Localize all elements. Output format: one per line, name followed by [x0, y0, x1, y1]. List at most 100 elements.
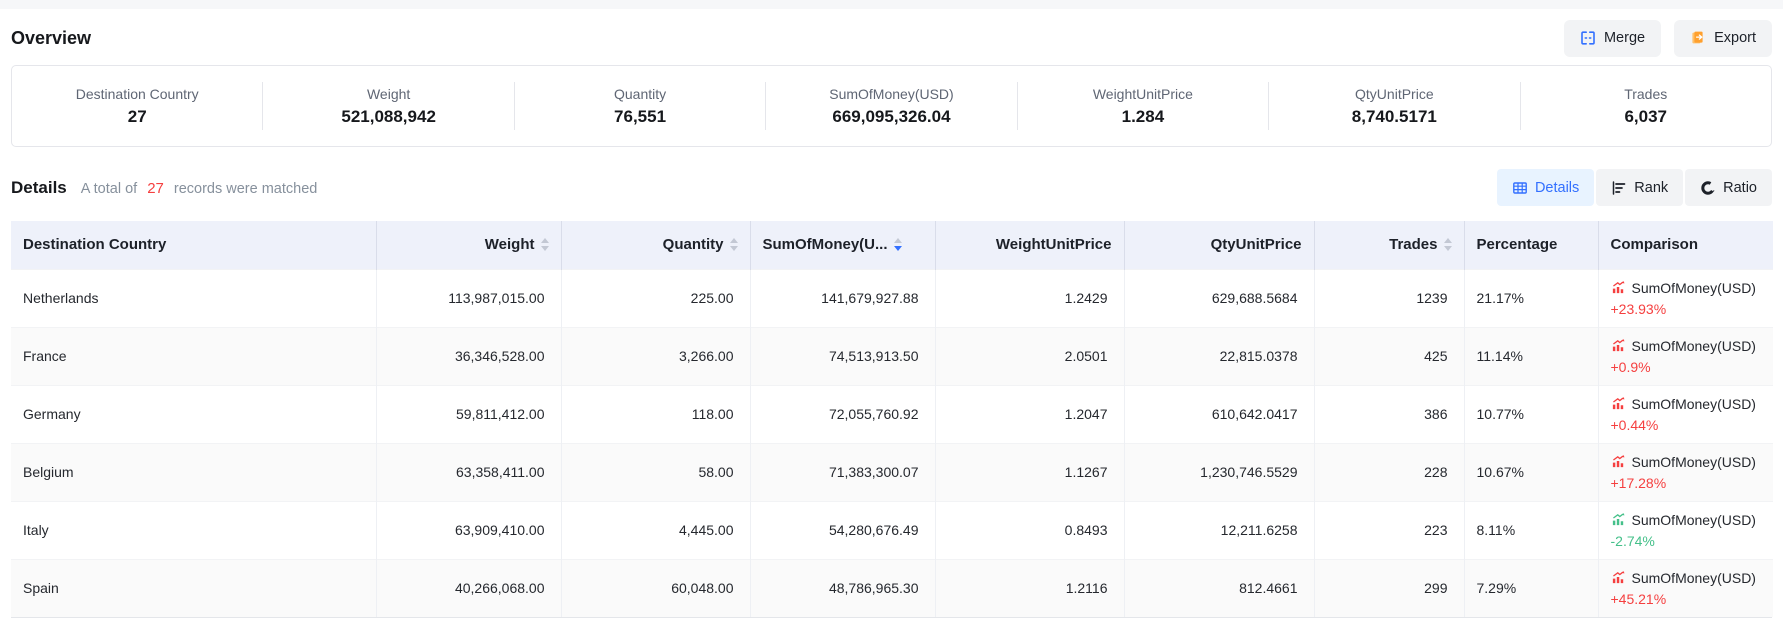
- cell-trades: 386: [1314, 384, 1465, 443]
- column-header-quantity[interactable]: Quantity: [561, 221, 751, 269]
- stat-label: SumOfMoney(USD): [829, 85, 954, 102]
- page: Overview Merge: [0, 19, 1783, 620]
- details-heading: Details A total of 27 records were match…: [11, 178, 317, 198]
- stat-label: QtyUnitPrice: [1355, 85, 1434, 102]
- cell-sum-of-money: 54,280,676.49: [750, 500, 936, 559]
- cell-trades: 299: [1314, 558, 1465, 617]
- comparison-change: +0.9%: [1610, 359, 1651, 375]
- stat-destination-country: Destination Country 27: [12, 82, 262, 130]
- cell-country: Italy: [11, 500, 377, 559]
- cell-sum-of-money: 74,513,913.50: [750, 326, 936, 385]
- stat-value: 76,551: [614, 106, 667, 126]
- cell-quantity: 3,266.00: [561, 326, 751, 385]
- header-row: Overview Merge: [11, 19, 1772, 57]
- sort-carets-icon: [893, 238, 902, 252]
- cell-qty-unit-price: 629,688.5684: [1124, 268, 1315, 327]
- cell-country: Spain: [11, 558, 377, 617]
- cell-weight-unit-price: 1.2047: [935, 384, 1125, 443]
- trend-bar-chart-icon: [1611, 512, 1626, 527]
- column-header-qty-unit-price: QtyUnitPrice: [1124, 221, 1315, 269]
- tab-details-label: Details: [1534, 179, 1580, 196]
- cell-weight: 40,266,068.00: [376, 558, 562, 617]
- cell-qty-unit-price: 1,230,746.5529: [1124, 442, 1315, 501]
- tab-rank[interactable]: Rank: [1596, 169, 1684, 206]
- cell-comparison: SumOfMoney(USD) +17.28%: [1598, 442, 1773, 501]
- merge-button[interactable]: Merge: [1563, 19, 1662, 57]
- table-row[interactable]: Spain 40,266,068.00 60,048.00 48,786,965…: [11, 558, 1773, 617]
- overview-card: Destination Country 27 Weight 521,088,94…: [11, 65, 1772, 147]
- details-table: Destination Country Weight Quantity SumO…: [11, 221, 1773, 617]
- cell-comparison: SumOfMoney(USD) +0.44%: [1598, 384, 1773, 443]
- stat-trades: Trades 6,037: [1519, 82, 1771, 130]
- export-button[interactable]: Export: [1674, 19, 1772, 57]
- cell-percentage: 11.14%: [1464, 326, 1599, 385]
- merge-button-label: Merge: [1603, 30, 1646, 46]
- cell-comparison: SumOfMoney(USD) -2.74%: [1598, 500, 1773, 559]
- trend-bar-chart-icon: [1611, 396, 1626, 411]
- table-grid-icon: [1512, 180, 1528, 196]
- cell-weight-unit-price: 1.2429: [935, 268, 1125, 327]
- comparison-label: SumOfMoney(USD): [1631, 337, 1756, 354]
- cell-weight-unit-price: 1.2116: [935, 558, 1125, 617]
- cell-qty-unit-price: 22,815.0378: [1124, 326, 1315, 385]
- stat-quantity: Quantity 76,551: [513, 82, 765, 130]
- table-row[interactable]: Netherlands 113,987,015.00 225.00 141,67…: [11, 268, 1773, 327]
- export-file-icon: [1690, 30, 1706, 46]
- sort-carets-icon: [1443, 238, 1452, 252]
- cell-comparison: SumOfMoney(USD) +0.9%: [1598, 326, 1773, 385]
- matched-count: 27: [147, 179, 164, 197]
- details-title: Details: [11, 177, 67, 197]
- tab-details[interactable]: Details: [1496, 169, 1595, 206]
- table-header-row: Destination Country Weight Quantity SumO…: [11, 221, 1773, 269]
- stat-value: 1.284: [1121, 106, 1165, 126]
- comparison-change: +23.93%: [1610, 301, 1667, 317]
- cell-trades: 223: [1314, 500, 1465, 559]
- ratio-pie-icon: [1700, 180, 1716, 196]
- column-header-sum-of-money[interactable]: SumOfMoney(U...: [750, 221, 936, 269]
- stat-label: Trades: [1624, 85, 1668, 102]
- cell-qty-unit-price: 610,642.0417: [1124, 384, 1315, 443]
- cell-sum-of-money: 71,383,300.07: [750, 442, 936, 501]
- cell-percentage: 7.29%: [1464, 558, 1599, 617]
- comparison-change: +0.44%: [1610, 417, 1659, 433]
- cell-trades: 1239: [1314, 268, 1465, 327]
- cell-sum-of-money: 48,786,965.30: [750, 558, 936, 617]
- cell-quantity: 58.00: [561, 442, 751, 501]
- stat-label: Destination Country: [75, 85, 199, 102]
- column-header-weight-unit-price: WeightUnitPrice: [935, 221, 1125, 269]
- stat-qty-unit-price: QtyUnitPrice 8,740.5171: [1268, 82, 1519, 130]
- cell-sum-of-money: 72,055,760.92: [750, 384, 936, 443]
- sort-carets-icon: [540, 238, 549, 252]
- trend-bar-chart-icon: [1611, 454, 1626, 469]
- column-header-percentage: Percentage: [1464, 221, 1599, 269]
- cell-weight: 63,909,410.00: [376, 500, 562, 559]
- trend-bar-chart-icon: [1611, 280, 1626, 295]
- column-header-trades[interactable]: Trades: [1314, 221, 1465, 269]
- tab-ratio[interactable]: Ratio: [1685, 169, 1772, 206]
- cell-weight: 36,346,528.00: [376, 326, 562, 385]
- rank-bars-icon: [1611, 180, 1627, 196]
- cell-quantity: 225.00: [561, 268, 751, 327]
- stat-weight: Weight 521,088,942: [262, 82, 513, 130]
- cell-weight-unit-price: 1.1267: [935, 442, 1125, 501]
- stat-label: WeightUnitPrice: [1092, 85, 1193, 102]
- table-row[interactable]: Belgium 63,358,411.00 58.00 71,383,300.0…: [11, 442, 1773, 501]
- cell-country: Netherlands: [11, 268, 377, 327]
- tab-rank-label: Rank: [1634, 179, 1669, 196]
- trend-bar-chart-icon: [1611, 338, 1626, 353]
- cell-comparison: SumOfMoney(USD) +23.93%: [1598, 268, 1773, 327]
- details-row: Details A total of 27 records were match…: [11, 169, 1772, 206]
- sort-carets-icon: [729, 238, 738, 252]
- cell-country: France: [11, 326, 377, 385]
- table-row[interactable]: Germany 59,811,412.00 118.00 72,055,760.…: [11, 384, 1773, 443]
- top-strip: [0, 0, 1783, 9]
- cell-weight-unit-price: 2.0501: [935, 326, 1125, 385]
- comparison-change: +17.28%: [1610, 475, 1667, 491]
- table-row[interactable]: Italy 63,909,410.00 4,445.00 54,280,676.…: [11, 500, 1773, 559]
- header-actions: Merge Export: [1563, 19, 1772, 57]
- cell-weight-unit-price: 0.8493: [935, 500, 1125, 559]
- table-row[interactable]: France 36,346,528.00 3,266.00 74,513,913…: [11, 326, 1773, 385]
- column-header-weight[interactable]: Weight: [376, 221, 562, 269]
- cell-trades: 425: [1314, 326, 1465, 385]
- cell-qty-unit-price: 12,211.6258: [1124, 500, 1315, 559]
